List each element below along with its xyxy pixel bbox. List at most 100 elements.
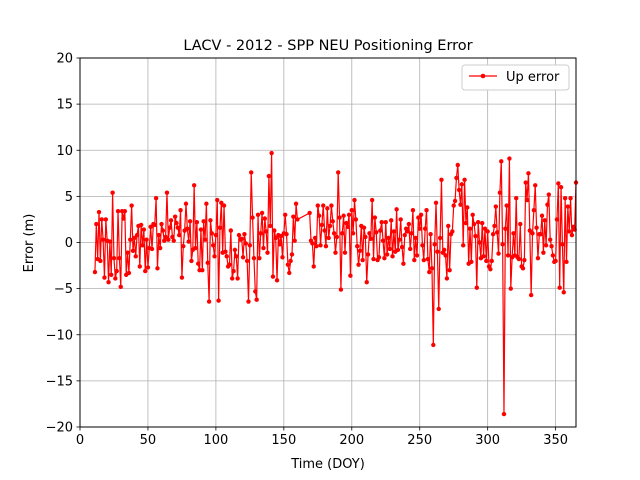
x-tick-label: 150 xyxy=(271,433,296,448)
data-point xyxy=(376,255,382,260)
data-point xyxy=(282,212,288,218)
data-point xyxy=(471,221,477,227)
data-point xyxy=(360,257,365,263)
data-point xyxy=(490,232,496,237)
data-point xyxy=(390,254,395,259)
data-point xyxy=(130,248,136,253)
data-point xyxy=(272,228,277,233)
data-point xyxy=(503,226,508,231)
chart-title: LACV - 2012 - SPP NEU Positioning Error xyxy=(183,38,472,54)
data-point xyxy=(111,255,117,261)
data-point xyxy=(338,287,344,292)
data-point xyxy=(285,262,291,267)
data-point xyxy=(212,254,217,259)
data-point xyxy=(429,266,435,271)
data-point xyxy=(365,252,371,257)
data-point xyxy=(412,257,417,263)
data-point xyxy=(516,256,522,262)
data-point xyxy=(477,240,482,245)
data-point xyxy=(341,213,346,218)
data-point xyxy=(133,254,138,259)
legend-box xyxy=(461,64,570,91)
data-point xyxy=(348,273,353,278)
data-point xyxy=(439,177,444,182)
data-point xyxy=(128,237,133,242)
data-point xyxy=(406,221,412,227)
data-point xyxy=(149,246,155,252)
data-point xyxy=(293,201,299,206)
x-axis-label: Time (DOY) xyxy=(290,457,365,472)
data-point xyxy=(473,233,478,239)
data-point xyxy=(493,204,499,209)
data-point xyxy=(405,229,410,234)
data-point xyxy=(250,215,255,220)
data-point xyxy=(141,227,147,232)
data-point xyxy=(489,258,494,264)
data-point xyxy=(160,228,166,233)
data-point xyxy=(171,238,176,243)
data-point xyxy=(208,218,213,223)
data-point xyxy=(204,201,209,206)
data-point xyxy=(395,247,401,253)
data-point xyxy=(417,226,422,231)
data-point xyxy=(172,214,178,219)
data-point xyxy=(372,215,378,220)
data-point xyxy=(258,231,263,236)
data-point xyxy=(236,232,242,238)
x-tick-label: 200 xyxy=(339,433,364,448)
data-point xyxy=(374,230,379,235)
data-point xyxy=(470,212,475,218)
data-point xyxy=(569,232,575,238)
data-point xyxy=(371,256,376,262)
data-point xyxy=(501,411,507,417)
x-tick-label: 300 xyxy=(475,433,500,448)
data-point xyxy=(246,299,251,304)
data-point xyxy=(265,250,270,255)
y-tick-label: 20 xyxy=(56,52,73,67)
data-point xyxy=(183,201,189,206)
data-point xyxy=(484,258,489,264)
data-point xyxy=(157,245,163,251)
data-point xyxy=(107,239,113,244)
data-point xyxy=(435,249,440,254)
data-point xyxy=(234,254,239,259)
data-point xyxy=(342,250,348,255)
data-point xyxy=(422,226,428,231)
x-tick-label: 350 xyxy=(543,433,568,448)
data-point xyxy=(140,243,145,248)
data-point xyxy=(418,212,424,218)
data-point xyxy=(508,286,513,291)
data-point xyxy=(189,258,194,264)
data-point xyxy=(178,208,183,213)
data-point xyxy=(384,252,390,257)
data-point xyxy=(179,275,185,280)
data-point xyxy=(251,255,257,261)
data-point xyxy=(94,221,99,227)
data-point xyxy=(114,268,119,274)
data-point xyxy=(191,183,197,188)
data-point xyxy=(567,229,572,234)
data-point xyxy=(505,253,511,258)
data-point xyxy=(481,254,486,259)
data-point xyxy=(156,232,162,238)
data-point xyxy=(511,231,516,236)
data-point xyxy=(263,229,269,234)
data-point xyxy=(368,236,374,242)
data-point xyxy=(416,215,421,220)
data-point xyxy=(350,231,356,236)
data-point xyxy=(318,243,323,248)
data-point xyxy=(196,261,201,266)
data-point xyxy=(102,275,107,280)
data-point xyxy=(526,171,531,176)
data-point xyxy=(121,216,126,221)
data-point xyxy=(307,210,312,216)
data-point xyxy=(467,226,473,231)
data-point xyxy=(451,203,456,208)
data-point xyxy=(345,224,350,230)
x-axis-ticks: 0 50 100 150 200 250 300 350 xyxy=(76,427,568,448)
data-point xyxy=(106,279,111,285)
data-point xyxy=(485,229,490,234)
data-point xyxy=(153,196,159,201)
data-point xyxy=(524,197,530,203)
